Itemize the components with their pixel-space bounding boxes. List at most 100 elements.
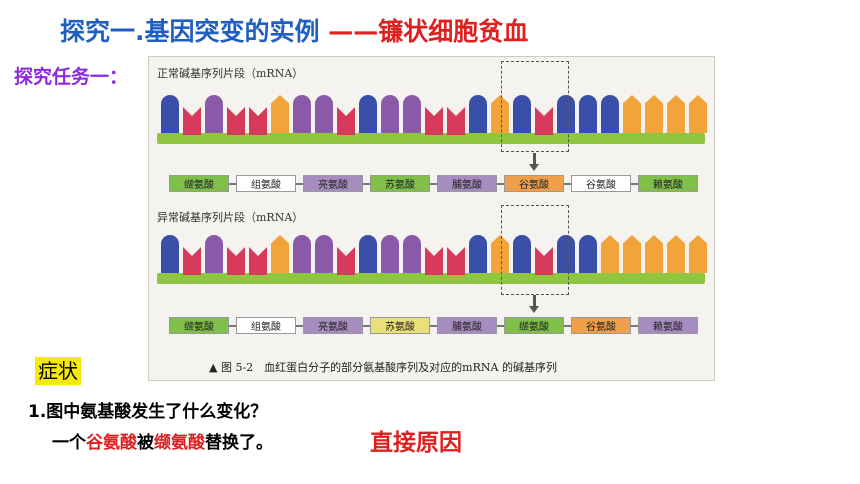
peptide-bond [363,183,370,185]
abnormal-sequence-label: 异常碱基序列片段（mRNA） [157,211,304,224]
abnormal-amino-acid: 脯氨酸 [437,317,497,334]
nucleotide-blue [513,235,531,273]
peptide-bond [229,325,236,327]
peptide-bond [631,325,638,327]
nucleotide-orange [645,95,663,133]
abnormal-amino-acid: 亮氨酸 [303,317,363,334]
normal-amino-acid: 组氨酸 [236,175,296,192]
nucleotide-orange [271,95,289,133]
nucleotide-blue [513,95,531,133]
nucleotide-purple [315,235,333,273]
nucleotide-orange [491,235,509,273]
mrna-figure: 正常碱基序列片段（mRNA） 异常碱基序列片段（mRNA） 缬氨酸 组氨酸 亮氨酸苏… [148,56,715,381]
slide-title: 探究一.基因突变的实例 ——镰状细胞贫血 [60,12,528,48]
abnormal-amino-acid: 缬氨酸 [169,317,229,334]
nucleotide-red [249,107,267,135]
nucleotide-red [337,107,355,135]
nucleotide-blue [161,95,179,133]
nucleotide-red [425,247,443,275]
normal-amino-acid: 脯氨酸 [437,175,497,192]
normal-arrow-shaft [533,153,536,164]
peptide-bond [430,183,437,185]
nucleotide-purple [205,235,223,273]
nucleotide-red [535,107,553,135]
nucleotide-purple [315,95,333,133]
abnormal-amino-acid: 组氨酸 [236,317,296,334]
answer-1: 一个谷氨酸被缬氨酸替换了。 [52,428,273,453]
nucleotide-blue [557,95,575,133]
symptom-label: 症状 [35,357,81,385]
abnormal-amino-acid: 谷氨酸 [571,317,631,334]
nucleotide-orange [667,95,685,133]
nucleotide-blue [579,95,597,133]
title-topic: ——镰状细胞贫血 [328,17,529,46]
answer-part-3: 被 [137,433,154,453]
normal-backbone [157,133,705,144]
nucleotide-blue [601,95,619,133]
question-1: 1.图中氨基酸发生了什么变化？ [28,402,268,422]
peptide-bond [296,183,303,185]
nucleotide-purple [293,95,311,133]
answer-original-amino-acid: 谷氨酸 [86,433,137,453]
nucleotide-blue [557,235,575,273]
nucleotide-orange [689,235,707,273]
answer-replacement-amino-acid: 缬氨酸 [154,433,205,453]
peptide-bond [430,325,437,327]
task-label: 探究任务一： [14,66,129,88]
nucleotide-red [447,107,465,135]
normal-amino-acid: 缬氨酸 [169,175,229,192]
nucleotide-blue [359,95,377,133]
direct-cause-label: 直接原因 [370,430,462,456]
nucleotide-purple [381,95,399,133]
nucleotide-orange [623,95,641,133]
nucleotide-red [337,247,355,275]
peptide-bond [363,325,370,327]
peptide-bond [497,325,504,327]
normal-amino-acid: 亮氨酸 [303,175,363,192]
normal-codon-highlight [501,61,569,152]
normal-amino-acid: 谷氨酸 [504,175,564,192]
normal-arrow-head [529,164,539,171]
nucleotide-orange [601,235,619,273]
nucleotide-orange [689,95,707,133]
nucleotide-red [183,247,201,275]
peptide-bond [564,183,571,185]
normal-sequence-label: 正常碱基序列片段（mRNA） [157,67,304,80]
figure-caption: ▲ 图 5-2 血红蛋白分子的部分氨基酸序列及对应的mRNA 的碱基序列 [209,361,557,374]
nucleotide-red [249,247,267,275]
nucleotide-purple [403,235,421,273]
peptide-bond [564,325,571,327]
nucleotide-blue [469,235,487,273]
abnormal-codon-highlight [501,205,569,295]
nucleotide-red [227,247,245,275]
normal-amino-acid: 赖氨酸 [638,175,698,192]
answer-part-1: 一个 [52,433,86,453]
nucleotide-blue [579,235,597,273]
nucleotide-purple [293,235,311,273]
nucleotide-orange [623,235,641,273]
peptide-bond [229,183,236,185]
nucleotide-purple [381,235,399,273]
nucleotide-orange [271,235,289,273]
answer-part-5: 替换了。 [205,433,273,453]
nucleotide-orange [491,95,509,133]
nucleotide-red [535,247,553,275]
nucleotide-blue [469,95,487,133]
nucleotide-blue [359,235,377,273]
abnormal-amino-acid: 缬氨酸 [504,317,564,334]
abnormal-arrow-head [529,306,539,313]
nucleotide-orange [667,235,685,273]
normal-amino-acid: 苏氨酸 [370,175,430,192]
abnormal-amino-acid: 苏氨酸 [370,317,430,334]
peptide-bond [631,183,638,185]
nucleotide-blue [161,235,179,273]
nucleotide-purple [403,95,421,133]
title-main: 探究一.基因突变的实例 [60,17,329,46]
nucleotide-red [227,107,245,135]
nucleotide-red [447,247,465,275]
nucleotide-orange [645,235,663,273]
nucleotide-red [183,107,201,135]
peptide-bond [296,325,303,327]
abnormal-arrow-shaft [533,295,536,306]
peptide-bond [497,183,504,185]
